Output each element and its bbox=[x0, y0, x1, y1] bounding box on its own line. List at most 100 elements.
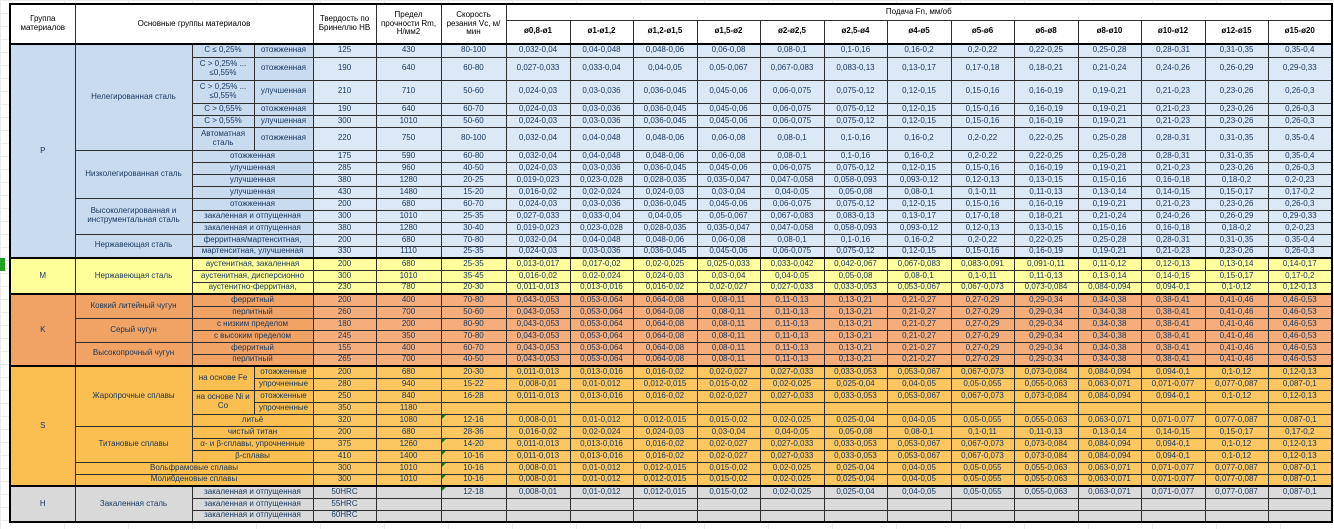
cell-condition-1[interactable]: на основе Ni и Co bbox=[191, 389, 255, 415]
cell-feed-5[interactable]: 0,033-0,053 bbox=[823, 281, 888, 295]
cell-feed-9[interactable] bbox=[1077, 401, 1142, 415]
cell-feed-8[interactable]: 0,22-0,25 bbox=[1013, 233, 1079, 247]
cell-feed-10[interactable]: 0,14-0,15 bbox=[1140, 425, 1206, 439]
cell-feed-10[interactable]: 0,094-0,1 bbox=[1140, 437, 1206, 451]
cell-feed-3[interactable]: 0,045-0,06 bbox=[696, 79, 761, 104]
cell-feed-6[interactable]: 0,12-0,15 bbox=[886, 79, 952, 104]
cell-feed-3[interactable]: 0,035-0,047 bbox=[696, 221, 761, 235]
cell-hardness[interactable]: 60HRC bbox=[312, 509, 377, 523]
cell-feed-11[interactable]: 0,1-0,12 bbox=[1204, 449, 1269, 463]
cell-hardness[interactable]: 55HRC bbox=[312, 497, 377, 511]
cell-feed-7[interactable]: 0,17-0,18 bbox=[950, 56, 1015, 81]
cell-feed-5[interactable] bbox=[823, 497, 888, 511]
cell-condition-1[interactable]: Автоматная сталь bbox=[191, 126, 255, 151]
cell-feed-12[interactable] bbox=[1267, 509, 1333, 523]
cell-feed-2[interactable]: 0,016-0,02 bbox=[632, 437, 698, 451]
cell-feed-12[interactable]: 0,26-0,3 bbox=[1267, 161, 1333, 175]
cell-strength[interactable] bbox=[375, 485, 442, 499]
cell-feed-10[interactable]: 0,21-0,23 bbox=[1140, 102, 1206, 116]
cell-hardness[interactable]: 175 bbox=[312, 149, 377, 163]
cell-feed-3[interactable]: 0,015-0,02 bbox=[696, 413, 761, 427]
cell-feed-11[interactable]: 0,26-0,29 bbox=[1204, 56, 1269, 81]
cell-feed-8[interactable]: 0,22-0,25 bbox=[1013, 126, 1079, 151]
cell-feed-3[interactable]: 0,02-0,027 bbox=[696, 365, 761, 379]
cell-hardness[interactable]: 430 bbox=[312, 185, 377, 199]
cell-strength[interactable]: 1480 bbox=[375, 185, 442, 199]
cell-feed-8[interactable]: 0,11-0,13 bbox=[1013, 185, 1079, 199]
cell-feed-4[interactable]: 0,08-0,1 bbox=[759, 233, 825, 247]
cell-condition[interactable]: улучшенная bbox=[191, 185, 314, 199]
cell-feed-0[interactable]: 0,008-0,01 bbox=[505, 473, 571, 487]
cell-strength[interactable]: 1110 bbox=[375, 245, 442, 259]
cell-feed-4[interactable]: 0,067-0,083 bbox=[759, 56, 825, 81]
cell-speed[interactable]: 10-16 bbox=[440, 473, 507, 487]
cell-feed-0[interactable]: 0,024-0,03 bbox=[505, 114, 571, 128]
cell-group-letter-K[interactable]: K bbox=[9, 293, 76, 367]
cell-feed-0[interactable]: 0,011-0,013 bbox=[505, 389, 571, 403]
cell-hardness[interactable]: 300 bbox=[312, 114, 377, 128]
cell-feed-1[interactable]: 0,03-0,036 bbox=[569, 245, 634, 259]
cell-feed-12[interactable]: 0,087-0,1 bbox=[1267, 413, 1333, 427]
cell-feed-9[interactable]: 0,34-0,38 bbox=[1077, 329, 1142, 343]
cell-feed-12[interactable]: 0,46-0,53 bbox=[1267, 341, 1333, 355]
cell-feed-2[interactable]: 0,012-0,015 bbox=[632, 461, 698, 475]
cell-feed-12[interactable]: 0,12-0,13 bbox=[1267, 437, 1333, 451]
cell-feed-3[interactable]: 0,08-0,11 bbox=[696, 353, 761, 367]
cell-feed-9[interactable]: 0,063-0,071 bbox=[1077, 413, 1142, 427]
cell-feed-6[interactable]: 0,093-0,12 bbox=[886, 221, 952, 235]
cell-feed-0[interactable]: 0,024-0,03 bbox=[505, 197, 571, 211]
cell-feed-11[interactable]: 0,23-0,26 bbox=[1204, 102, 1269, 116]
header-feed-d10[interactable]: ø8-ø10 bbox=[1077, 19, 1142, 45]
cell-feed-7[interactable]: 0,27-0,29 bbox=[950, 353, 1015, 367]
cell-condition-2[interactable]: отожженная bbox=[253, 43, 314, 58]
cell-feed-6[interactable]: 0,21-0,27 bbox=[886, 353, 952, 367]
cell-feed-10[interactable]: 0,14-0,15 bbox=[1140, 185, 1206, 199]
cell-feed-8[interactable]: 0,29-0,34 bbox=[1013, 317, 1079, 331]
cell-feed-11[interactable]: 0,15-0,17 bbox=[1204, 425, 1269, 439]
cell-feed-12[interactable]: 0,12-0,13 bbox=[1267, 365, 1333, 379]
cell-feed-6[interactable]: 0,053-0,067 bbox=[886, 365, 952, 379]
cell-feed-1[interactable]: 0,053-0,064 bbox=[569, 353, 634, 367]
cell-feed-2[interactable]: 0,028-0,035 bbox=[632, 221, 698, 235]
cell-feed-4[interactable]: 0,02-0,025 bbox=[759, 413, 825, 427]
cell-feed-6[interactable]: 0,08-0,1 bbox=[886, 269, 952, 283]
cell-feed-9[interactable]: 0,13-0,14 bbox=[1077, 425, 1142, 439]
cell-feed-5[interactable]: 0,05-0,08 bbox=[823, 185, 888, 199]
cell-feed-6[interactable]: 0,12-0,15 bbox=[886, 245, 952, 259]
cell-feed-2[interactable] bbox=[632, 401, 698, 415]
cell-hardness[interactable]: 50HRC bbox=[312, 485, 377, 499]
cell-feed-5[interactable]: 0,083-0,13 bbox=[823, 56, 888, 81]
cell-feed-8[interactable]: 0,16-0,19 bbox=[1013, 245, 1079, 259]
cell-feed-3[interactable]: 0,06-0,08 bbox=[696, 126, 761, 151]
cell-feed-12[interactable]: 0,17-0,2 bbox=[1267, 425, 1333, 439]
cell-condition[interactable]: перлитный bbox=[191, 305, 314, 319]
cell-feed-8[interactable]: 0,13-0,15 bbox=[1013, 221, 1079, 235]
cell-feed-2[interactable]: 0,024-0,03 bbox=[632, 269, 698, 283]
cell-feed-1[interactable]: 0,013-0,016 bbox=[569, 389, 634, 403]
cell-condition[interactable]: ферритная/мартенситная, bbox=[191, 233, 314, 247]
cell-feed-6[interactable]: 0,16-0,2 bbox=[886, 233, 952, 247]
cell-feed-5[interactable]: 0,075-0,12 bbox=[823, 79, 888, 104]
cell-feed-4[interactable]: 0,04-0,05 bbox=[759, 425, 825, 439]
cell-feed-7[interactable]: 0,1-0,11 bbox=[950, 185, 1015, 199]
cell-feed-12[interactable]: 0,087-0,1 bbox=[1267, 377, 1333, 391]
header-speed-col[interactable]: Скорость резания Vc, м/мин bbox=[440, 3, 507, 45]
cell-feed-4[interactable]: 0,04-0,05 bbox=[759, 269, 825, 283]
cell-feed-4[interactable]: 0,08-0,1 bbox=[759, 126, 825, 151]
cell-condition[interactable]: ферритный bbox=[191, 293, 314, 307]
cell-feed-1[interactable]: 0,033-0,04 bbox=[569, 56, 634, 81]
cell-feed-12[interactable]: 0,12-0,13 bbox=[1267, 449, 1333, 463]
cell-feed-6[interactable]: 0,16-0,2 bbox=[886, 149, 952, 163]
cell-feed-11[interactable]: 0,23-0,26 bbox=[1204, 161, 1269, 175]
cell-hardness[interactable]: 200 bbox=[312, 293, 377, 307]
cell-feed-9[interactable]: 0,34-0,38 bbox=[1077, 353, 1142, 367]
cell-hardness[interactable]: 260 bbox=[312, 305, 377, 319]
cell-feed-3[interactable]: 0,08-0,11 bbox=[696, 305, 761, 319]
cell-feed-1[interactable]: 0,03-0,036 bbox=[569, 114, 634, 128]
cell-feed-6[interactable]: 0,067-0,083 bbox=[886, 257, 952, 271]
cell-strength[interactable]: 680 bbox=[375, 257, 442, 271]
cell-feed-3[interactable]: 0,03-0,04 bbox=[696, 185, 761, 199]
cell-condition-1[interactable]: C > 0,55% bbox=[191, 114, 255, 128]
cell-feed-4[interactable]: 0,06-0,075 bbox=[759, 245, 825, 259]
cell-feed-3[interactable]: 0,02-0,027 bbox=[696, 437, 761, 451]
